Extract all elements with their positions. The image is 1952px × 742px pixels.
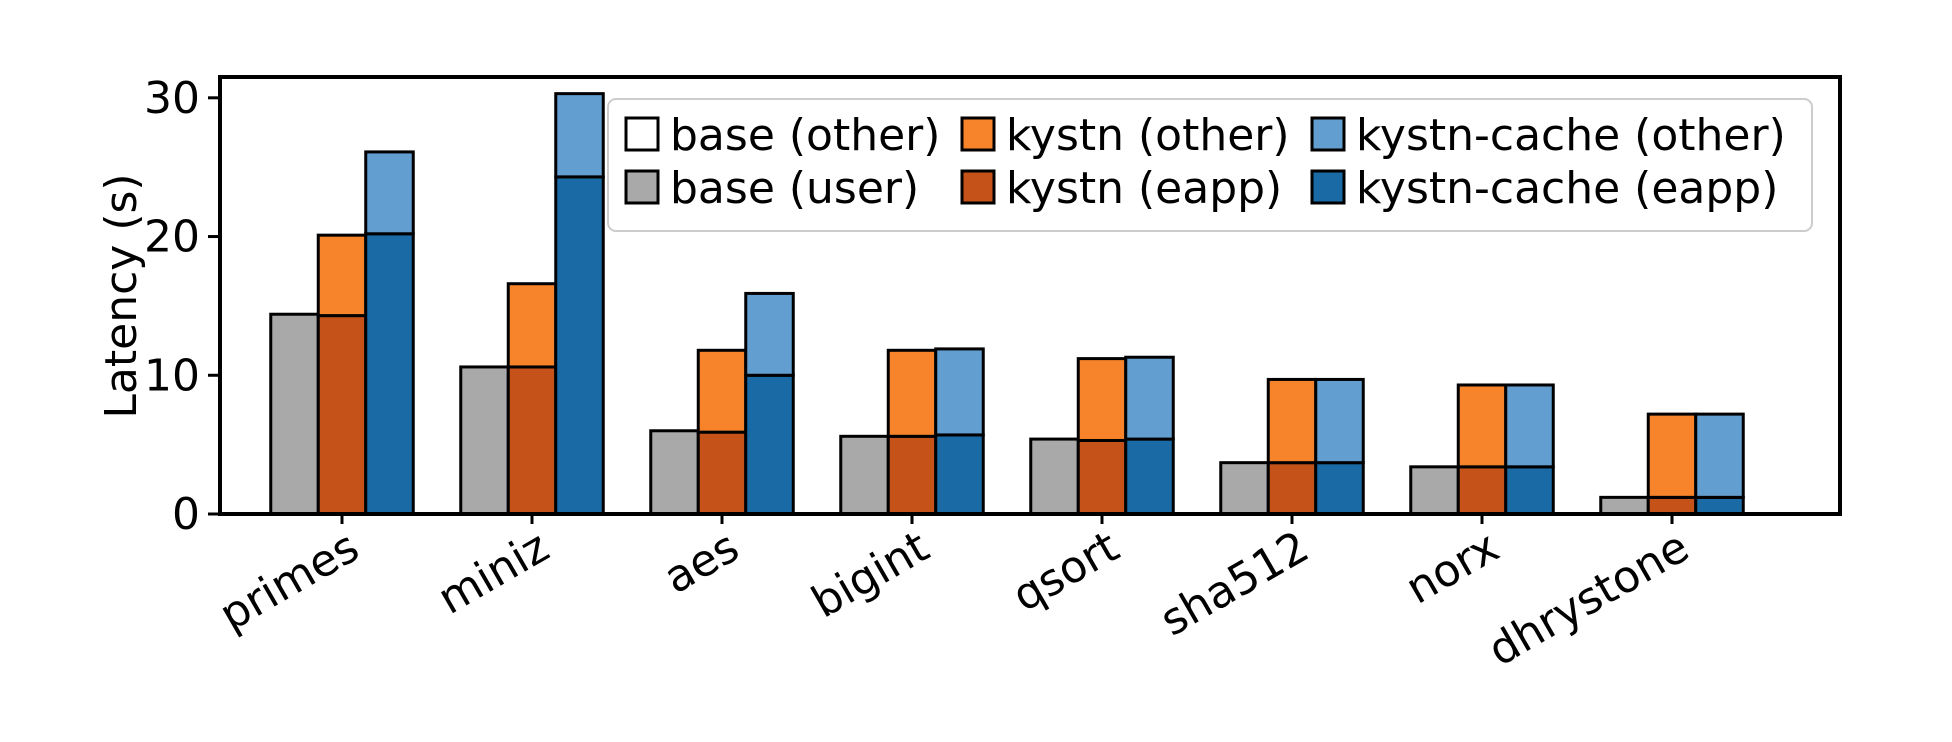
- bar-kystn-cache-seg0-primes: [364, 232, 415, 516]
- bar-kystn-cache-seg1-norx: [1504, 383, 1555, 469]
- y-tick-label: 10: [144, 350, 200, 401]
- bar-kystn-seg0-aes: [696, 430, 748, 516]
- bar-kystn-seg0-dhrystone: [1646, 495, 1698, 516]
- legend-label: kystn (other): [1006, 110, 1290, 161]
- bar-kystn-seg0-miniz: [506, 365, 558, 516]
- bar-kystn-seg0-bigint: [886, 434, 938, 516]
- bar-kystn-cache-seg0-bigint: [934, 433, 985, 516]
- bar-base-seg0-dhrystone: [1599, 495, 1650, 516]
- bar-kystn-cache-seg0-norx: [1504, 465, 1555, 516]
- legend-swatch: [1310, 169, 1346, 205]
- bar-kystn-seg0-primes: [316, 314, 368, 516]
- bar-base-seg0-miniz: [459, 365, 510, 516]
- bar-base-seg0-qsort: [1029, 437, 1080, 516]
- bar-base-seg0-primes: [269, 312, 320, 516]
- legend-label: base (other): [670, 110, 940, 161]
- y-tick-label: 30: [144, 73, 200, 124]
- bar-kystn-seg1-sha512: [1266, 377, 1318, 465]
- bar-kystn-cache-seg1-dhrystone: [1694, 412, 1745, 499]
- bar-kystn-seg1-qsort: [1076, 357, 1128, 442]
- bar-kystn-cache-seg1-miniz: [554, 92, 605, 179]
- bar-kystn-cache-seg0-dhrystone: [1694, 495, 1745, 516]
- bar-base-seg0-aes: [649, 429, 700, 516]
- legend-label: base (user): [670, 163, 919, 214]
- bar-kystn-cache-seg0-sha512: [1314, 461, 1365, 516]
- y-tick-label: 20: [144, 212, 200, 263]
- legend-label: kystn-cache (eapp): [1356, 163, 1778, 214]
- legend-label: kystn (eapp): [1006, 163, 1282, 214]
- bar-kystn-seg0-sha512: [1266, 461, 1318, 516]
- bar-kystn-cache-seg1-aes: [744, 291, 795, 377]
- bar-kystn-seg1-aes: [696, 348, 748, 434]
- bar-kystn-seg1-primes: [316, 233, 368, 318]
- bar-kystn-cache-seg1-qsort: [1124, 355, 1175, 441]
- legend-swatch: [624, 169, 660, 205]
- bar-kystn-seg1-miniz: [506, 282, 558, 369]
- plot-frame: [218, 75, 1842, 516]
- bar-series-group: [269, 92, 1745, 516]
- bar-kystn-seg1-bigint: [886, 348, 938, 438]
- bar-kystn-cache-seg0-aes: [744, 373, 795, 516]
- bar-kystn-cache-seg1-sha512: [1314, 377, 1365, 465]
- legend-swatch: [1310, 116, 1346, 152]
- bar-base-seg0-norx: [1409, 465, 1460, 516]
- legend-swatch: [960, 116, 996, 152]
- bar-base-seg0-sha512: [1219, 461, 1270, 516]
- legend-box: [607, 98, 1813, 232]
- legend-swatch: [960, 169, 996, 205]
- legend: base (other) kystn (other) kystn-cache (ot…: [607, 98, 1813, 232]
- bar-kystn-cache-seg1-bigint: [934, 347, 985, 437]
- bar-kystn-seg1-dhrystone: [1646, 412, 1698, 499]
- y-axis-label: Latency (s): [96, 173, 147, 418]
- bar-kystn-seg0-qsort: [1076, 438, 1128, 516]
- bar-kystn-cache-seg0-miniz: [554, 175, 605, 516]
- bar-kystn-seg1-norx: [1456, 383, 1508, 469]
- bar-kystn-seg0-norx: [1456, 465, 1508, 516]
- bar-base-seg0-bigint: [839, 434, 890, 516]
- legend-label: kystn-cache (other): [1356, 110, 1786, 161]
- bar-kystn-cache-seg0-qsort: [1124, 437, 1175, 516]
- y-tick-label: 0: [172, 489, 200, 540]
- bar-kystn-cache-seg1-primes: [364, 150, 415, 236]
- legend-swatch: [624, 116, 660, 152]
